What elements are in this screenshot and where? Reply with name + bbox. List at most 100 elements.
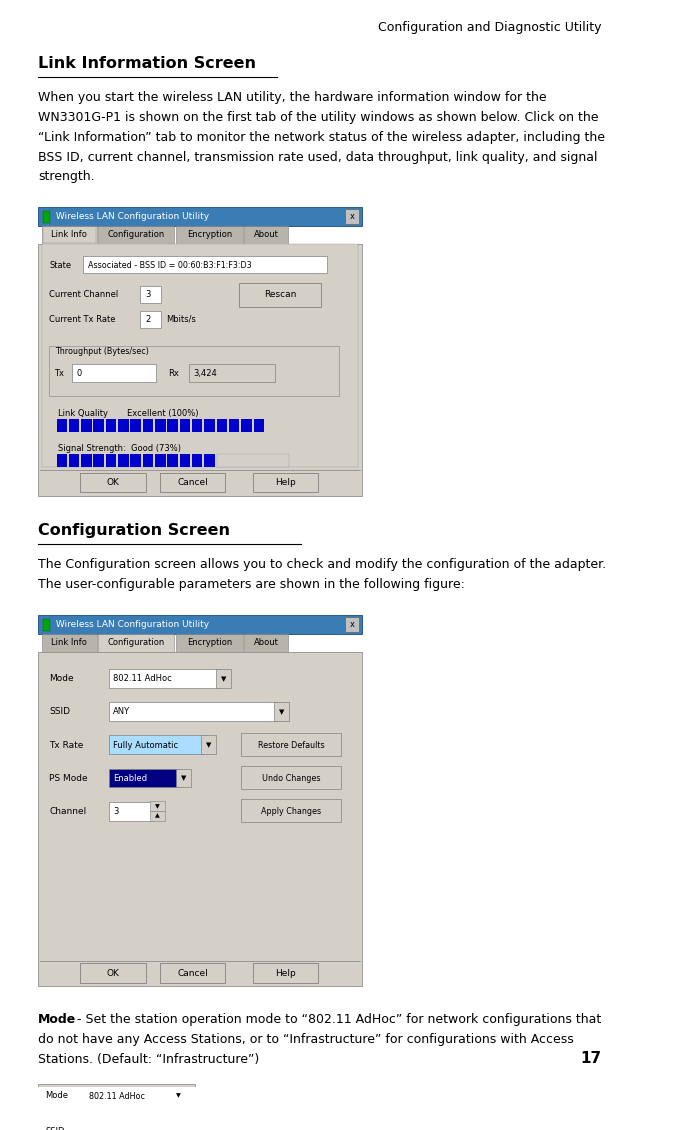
Bar [150,811,165,820]
Text: Mode: Mode [49,675,74,684]
Bar [229,419,239,432]
Bar [86,1087,175,1105]
Bar [274,702,289,721]
Text: Link Quality: Link Quality [58,409,109,418]
Bar [109,802,154,820]
Bar [150,801,165,811]
Bar [130,454,141,467]
Bar [192,454,203,467]
Text: About: About [254,231,278,240]
Text: ▼: ▼ [181,775,187,781]
Bar [155,454,166,467]
Bar [216,454,289,467]
Bar [38,1084,195,1130]
Text: Mbits/s: Mbits/s [166,315,196,324]
Bar [86,1107,186,1124]
Text: ▼: ▼ [176,1094,181,1098]
Bar [69,454,79,467]
Bar [189,364,276,382]
Bar [242,419,252,432]
Text: Rx: Rx [168,368,179,377]
Bar [56,419,67,432]
Bar [109,768,180,788]
Text: 802.11 AdHoc: 802.11 AdHoc [88,1112,145,1120]
Text: Configuration: Configuration [108,231,165,240]
Bar [205,454,215,467]
Bar [86,1105,186,1130]
Text: Apply Changes: Apply Changes [261,807,321,816]
Text: Help: Help [275,968,296,977]
Text: Mode: Mode [38,1014,77,1026]
Bar [42,226,97,244]
Bar [253,964,318,983]
Text: PS Mode: PS Mode [49,774,88,783]
Bar [141,286,161,303]
Text: Cancel: Cancel [177,968,208,977]
Text: Configuration: Configuration [108,638,165,647]
Bar [93,419,104,432]
Bar [244,226,288,244]
Bar [38,652,362,986]
Text: 2: 2 [145,315,150,324]
Text: Signal Strength:: Signal Strength: [58,444,126,453]
Text: Wireless LAN Configuration Utility: Wireless LAN Configuration Utility [53,212,209,221]
Text: Link Info: Link Info [52,231,87,240]
Bar [176,768,191,788]
Bar [130,419,141,432]
Bar [38,244,362,496]
Text: ▼: ▼ [206,742,211,748]
Text: Encryption: Encryption [187,231,232,240]
Text: “Link Information” tab to monitor the network status of the wireless adapter, in: “Link Information” tab to monitor the ne… [38,131,606,144]
Text: Configuration Screen: Configuration Screen [38,523,230,538]
Bar [216,419,227,432]
Text: ▼: ▼ [155,805,160,809]
Bar [38,207,362,226]
Bar [241,733,341,756]
Text: Encryption: Encryption [187,638,232,647]
Text: Link Info: Link Info [52,638,87,647]
Text: 3: 3 [113,807,118,816]
Text: 802.11 AdHoc: 802.11 AdHoc [113,675,172,684]
Bar [143,419,153,432]
Bar [43,619,50,631]
Text: Undo Changes: Undo Changes [262,774,320,783]
Bar [159,472,226,492]
Text: SSID: SSID [46,1127,65,1130]
Bar [159,964,226,983]
Bar [192,419,203,432]
Bar [241,766,341,789]
Text: OK: OK [106,478,120,487]
Bar [345,209,359,224]
Text: When you start the wireless LAN utility, the hardware information window for the: When you start the wireless LAN utility,… [38,92,547,104]
Bar [49,346,339,397]
Bar [244,634,288,652]
Text: Current Channel: Current Channel [49,290,118,299]
Bar [109,702,277,721]
Bar [155,419,166,432]
Bar [205,419,215,432]
Text: 0: 0 [77,368,82,377]
Bar [118,419,129,432]
Text: Tx Rate: Tx Rate [49,740,84,749]
Bar [42,244,358,467]
Bar [42,634,97,652]
Bar [109,669,220,688]
Text: Channel: Channel [49,807,86,816]
Bar [253,472,318,492]
Bar [43,226,96,243]
Bar [106,419,116,432]
Bar [167,419,178,432]
Text: strength.: strength. [38,171,95,183]
Text: The user-configurable parameters are shown in the following figure:: The user-configurable parameters are sho… [38,579,465,591]
Bar [81,419,92,432]
Bar [241,799,341,823]
Text: Current Tx Rate: Current Tx Rate [49,315,116,324]
Text: SSID: SSID [49,707,70,716]
Text: x: x [349,620,354,629]
Text: Configuration and Diagnostic Utility: Configuration and Diagnostic Utility [379,21,602,34]
Bar [56,454,67,467]
Text: Enabled: Enabled [113,774,148,783]
Text: 17: 17 [580,1051,602,1066]
Text: x: x [349,212,354,221]
Text: 802.11 AdHoc: 802.11 AdHoc [89,1092,145,1101]
